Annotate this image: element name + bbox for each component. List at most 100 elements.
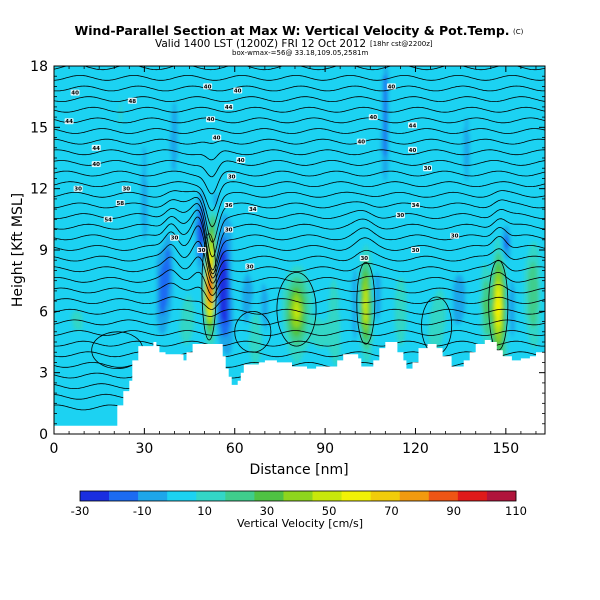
- velocity-cell: [78, 250, 81, 254]
- velocity-cell: [72, 161, 75, 165]
- velocity-cell: [67, 148, 70, 153]
- velocity-cell: [54, 213, 57, 217]
- velocity-cell: [58, 357, 61, 361]
- velocity-cell: [72, 268, 75, 273]
- velocity-cell: [72, 381, 75, 386]
- velocity-cell: [63, 243, 66, 248]
- velocity-cell: [75, 69, 78, 73]
- velocity-cell: [61, 292, 64, 297]
- velocity-cell: [79, 277, 82, 282]
- velocity-cell: [79, 296, 82, 300]
- velocity-cell: [63, 283, 66, 288]
- velocity-cell: [58, 118, 61, 122]
- velocity-cell: [55, 335, 58, 340]
- velocity-cell: [73, 216, 76, 220]
- velocity-cell: [70, 200, 73, 205]
- velocity-cell: [61, 182, 64, 187]
- velocity-cell: [79, 170, 82, 174]
- velocity-cell: [64, 158, 67, 162]
- velocity-cell: [58, 409, 61, 414]
- velocity-cell: [73, 302, 76, 306]
- velocity-cell: [67, 136, 70, 141]
- velocity-cell: [63, 188, 66, 193]
- velocity-cell: [73, 403, 76, 407]
- velocity-cell: [75, 302, 78, 306]
- velocity-cell: [76, 173, 79, 177]
- velocity-cell: [64, 231, 67, 236]
- velocity-cell: [66, 283, 69, 288]
- velocity-cell: [63, 167, 66, 171]
- velocity-cell: [69, 326, 72, 331]
- velocity-cell: [78, 237, 81, 242]
- velocity-cell: [55, 148, 58, 153]
- velocity-cell: [72, 250, 75, 254]
- velocity-cell: [57, 360, 60, 365]
- velocity-cell: [54, 246, 57, 251]
- velocity-cell: [64, 210, 67, 214]
- velocity-cell: [60, 78, 63, 82]
- velocity-cell: [58, 112, 61, 116]
- velocity-cell: [75, 296, 78, 300]
- velocity-cell: [69, 81, 72, 85]
- velocity-cell: [55, 308, 58, 312]
- velocity-cell: [63, 124, 66, 128]
- velocity-cell: [79, 161, 82, 165]
- velocity-cell: [58, 108, 61, 113]
- velocity-cell: [58, 191, 61, 196]
- velocity-cell: [78, 283, 81, 288]
- velocity-cell: [54, 384, 57, 389]
- velocity-cell: [60, 210, 63, 214]
- velocity-cell: [57, 72, 60, 76]
- velocity-cell: [76, 154, 79, 159]
- velocity-cell: [55, 348, 58, 352]
- velocity-cell: [78, 207, 81, 211]
- velocity-cell: [60, 164, 63, 168]
- velocity-cell: [64, 320, 67, 325]
- velocity-cell: [70, 102, 73, 107]
- velocity-cell: [55, 246, 58, 251]
- velocity-cell: [72, 75, 75, 79]
- velocity-cell: [70, 204, 73, 208]
- velocity-cell: [60, 332, 63, 337]
- velocity-cell: [67, 292, 70, 297]
- velocity-cell: [67, 256, 70, 260]
- velocity-cell: [69, 93, 72, 98]
- velocity-cell: [76, 406, 79, 411]
- velocity-cell: [69, 280, 72, 285]
- velocity-cell: [69, 170, 72, 174]
- velocity-cell: [70, 421, 73, 426]
- velocity-cell: [55, 406, 58, 411]
- velocity-cell: [76, 72, 79, 76]
- velocity-cell: [70, 219, 73, 223]
- velocity-cell: [67, 72, 70, 76]
- velocity-cell: [69, 274, 72, 279]
- velocity-cell: [73, 237, 76, 242]
- velocity-cell: [67, 225, 70, 230]
- velocity-cell: [55, 296, 58, 300]
- velocity-cell: [79, 96, 82, 101]
- velocity-cell: [55, 332, 58, 337]
- velocity-cell: [69, 421, 72, 426]
- velocity-cell: [69, 314, 72, 319]
- velocity-cell: [66, 338, 69, 343]
- velocity-cell: [64, 246, 67, 251]
- velocity-cell: [69, 348, 72, 352]
- velocity-cell: [58, 384, 61, 389]
- velocity-cell: [70, 158, 73, 162]
- velocity-cell: [60, 326, 63, 331]
- velocity-cell: [55, 154, 58, 159]
- velocity-cell: [57, 151, 60, 156]
- velocity-cell: [60, 200, 63, 205]
- velocity-cell: [57, 237, 60, 242]
- velocity-cell: [70, 173, 73, 177]
- velocity-cell: [67, 388, 70, 392]
- velocity-cell: [76, 372, 79, 377]
- velocity-cell: [64, 299, 67, 303]
- velocity-cell: [64, 274, 67, 279]
- velocity-cell: [57, 145, 60, 150]
- velocity-cell: [63, 96, 66, 101]
- velocity-cell: [60, 69, 63, 73]
- velocity-cell: [76, 222, 79, 227]
- velocity-cell: [66, 148, 69, 153]
- velocity-cell: [55, 384, 58, 389]
